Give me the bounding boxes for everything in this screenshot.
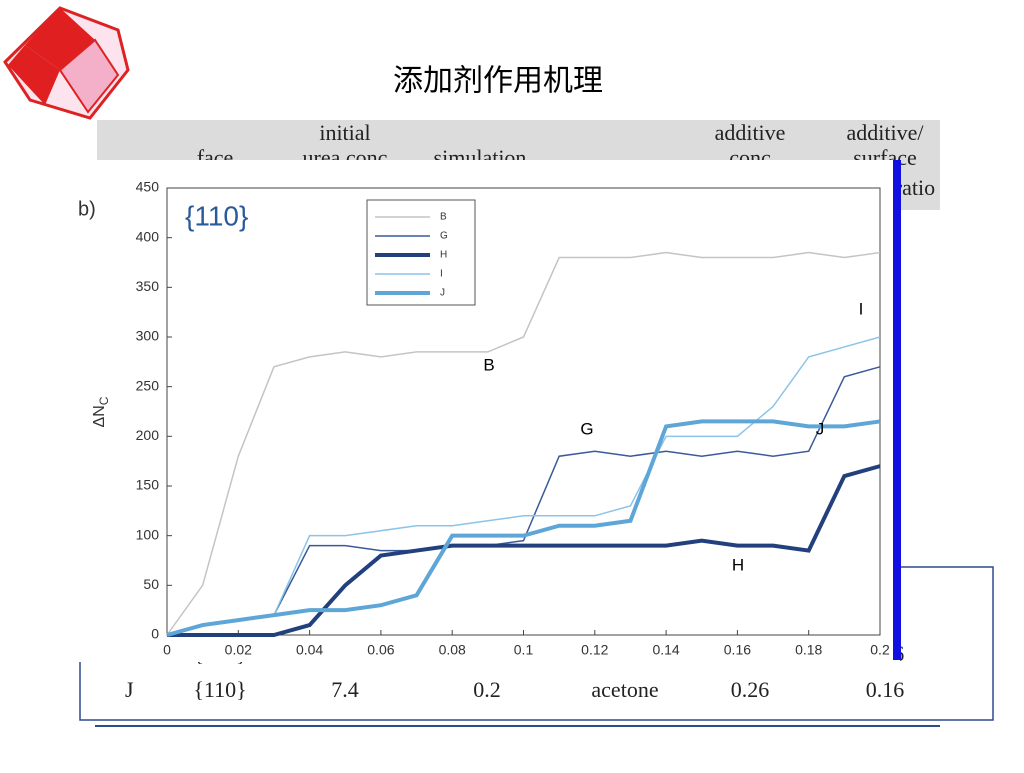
x-tick-label: 0.14 [652,642,679,658]
legend-label: G [440,231,448,242]
x-tick-label: 0.18 [795,642,822,658]
y-tick-label: 0 [151,626,159,642]
table-cell: 7.4 [331,677,359,702]
annotation: H [732,555,744,574]
table-header-cell: additive [715,120,786,145]
y-tick-label: 100 [136,526,160,542]
panel-label: b) [78,198,96,220]
table-cell: J [125,677,134,702]
table-header-cell: initial [319,120,370,145]
series-line [166,366,881,636]
x-tick-label: 0.02 [225,642,252,658]
x-tick-label: 0.12 [581,642,608,658]
chart-image [65,160,900,662]
y-tick-label: 50 [143,576,159,592]
series-line [167,464,881,637]
y-tick-label: 250 [136,377,160,393]
y-tick-label: 300 [136,328,160,344]
legend-label: B [440,212,447,223]
table-cell: acetone [591,677,658,702]
y-tick-label: 150 [136,477,160,493]
table-header-cell: ratio [895,175,935,200]
annotation: G [580,419,593,438]
x-tick-label: 0.04 [296,642,323,658]
y-tick-label: 350 [136,278,160,294]
legend [366,199,476,306]
x-tick-label: 0.1 [514,642,534,658]
blue-bar [893,160,901,660]
y-axis-title-sub: C [97,396,111,405]
x-tick-label: 0.16 [724,642,751,658]
table-cell: {110} [193,677,246,702]
series-line [166,336,881,636]
table-header-cell: additive/ [847,120,925,145]
legend-label: J [440,288,445,299]
x-tick-label: 0.06 [367,642,394,658]
y-tick-label: 400 [136,228,160,244]
legend-label: I [440,269,443,280]
table-cell: 0.2 [473,677,501,702]
series-line [166,251,881,636]
slide-title: 添加剂作用机理 [393,64,603,99]
legend-label: H [440,250,447,261]
annotation: I [859,299,864,318]
x-tick-label: 0 [163,642,171,658]
series-line [166,419,881,637]
y-axis-title: ΔNC [91,396,111,427]
x-tick-label: 0.08 [439,642,466,658]
y-axis-title-main: ΔN [91,405,108,427]
x-tick-label: 0.2 [870,642,890,658]
annotation: J [816,419,825,438]
logo [3,6,130,120]
annotation: B [483,355,494,374]
table-cell: 0.26 [731,677,770,702]
y-tick-label: 450 [136,179,160,195]
table-cell: 0.16 [866,677,905,702]
face-label: {110} [185,200,248,231]
y-tick-label: 200 [136,427,160,443]
